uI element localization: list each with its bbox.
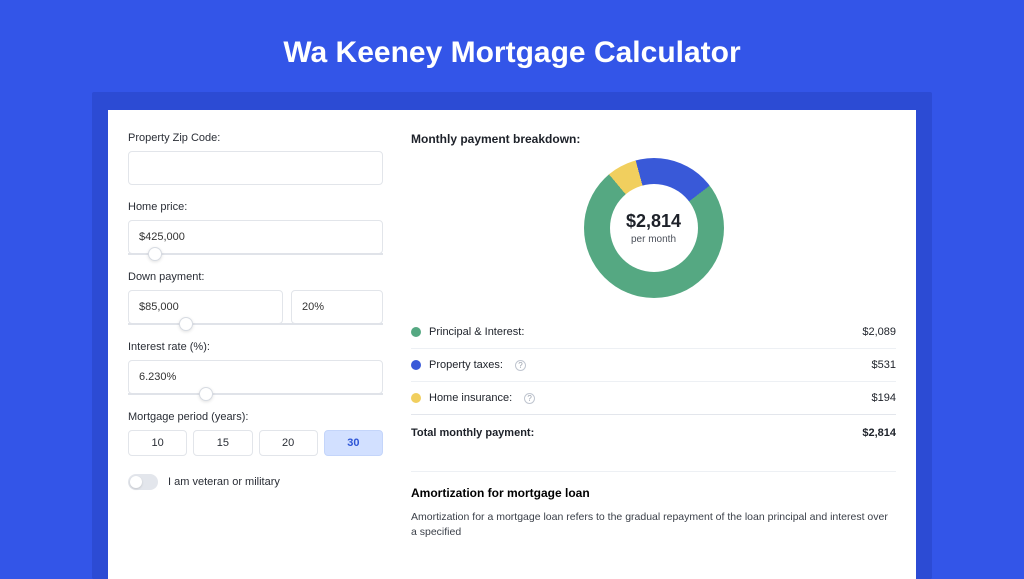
zip-field: Property Zip Code: [128, 132, 383, 185]
amortization-title: Amortization for mortgage loan [411, 471, 896, 500]
legend-dot [411, 360, 421, 370]
veteran-row: I am veteran or military [128, 474, 383, 490]
donut-amount: $2,814 [626, 211, 681, 232]
home-price-field: Home price: [128, 201, 383, 255]
home-price-input[interactable] [128, 220, 383, 254]
page-title: Wa Keeney Mortgage Calculator [0, 0, 1024, 92]
home-price-label: Home price: [128, 201, 383, 213]
legend-row-total: Total monthly payment: $2,814 [411, 414, 896, 449]
period-option-30[interactable]: 30 [324, 430, 383, 456]
breakdown-title: Monthly payment breakdown: [411, 132, 896, 146]
breakdown-column: Monthly payment breakdown: $2,814 per mo… [383, 132, 896, 539]
legend-dot [411, 327, 421, 337]
down-payment-slider-thumb[interactable] [179, 317, 193, 331]
donut-center: $2,814 per month [610, 184, 698, 272]
period-option-15[interactable]: 15 [193, 430, 252, 456]
zip-input[interactable] [128, 151, 383, 185]
down-payment-slider[interactable] [128, 323, 383, 325]
zip-label: Property Zip Code: [128, 132, 383, 144]
interest-rate-label: Interest rate (%): [128, 341, 383, 353]
legend-value: $2,089 [862, 326, 896, 338]
period-field: Mortgage period (years): 1015 2030 [128, 411, 383, 456]
legend-label: Home insurance: [429, 392, 512, 404]
legend-row: Property taxes:? $531 [411, 348, 896, 381]
amortization-text: Amortization for a mortgage loan refers … [411, 510, 896, 539]
down-payment-percent-input[interactable] [291, 290, 383, 324]
home-price-slider[interactable] [128, 253, 383, 255]
down-payment-field: Down payment: [128, 271, 383, 325]
info-icon[interactable]: ? [524, 393, 535, 404]
total-value: $2,814 [862, 427, 896, 439]
down-payment-amount-input[interactable] [128, 290, 283, 324]
legend-value: $194 [872, 392, 896, 404]
legend-row: Home insurance:? $194 [411, 381, 896, 414]
donut-sub: per month [631, 234, 676, 245]
interest-rate-input[interactable] [128, 360, 383, 394]
legend-label: Principal & Interest: [429, 326, 524, 338]
down-payment-label: Down payment: [128, 271, 383, 283]
calculator-panel: Property Zip Code: Home price: Down paym… [108, 110, 916, 579]
interest-rate-slider[interactable] [128, 393, 383, 395]
period-option-10[interactable]: 10 [128, 430, 187, 456]
legend-label: Property taxes: [429, 359, 503, 371]
veteran-toggle[interactable] [128, 474, 158, 490]
legend-row: Principal & Interest: $2,089 [411, 316, 896, 348]
home-price-slider-thumb[interactable] [148, 247, 162, 261]
total-label: Total monthly payment: [411, 427, 534, 439]
interest-rate-slider-thumb[interactable] [199, 387, 213, 401]
form-column: Property Zip Code: Home price: Down paym… [128, 132, 383, 539]
outer-frame: Property Zip Code: Home price: Down paym… [92, 92, 932, 579]
veteran-label: I am veteran or military [168, 476, 280, 488]
period-option-20[interactable]: 20 [259, 430, 318, 456]
legend-dot [411, 393, 421, 403]
interest-rate-field: Interest rate (%): [128, 341, 383, 395]
info-icon[interactable]: ? [515, 360, 526, 371]
legend-value: $531 [872, 359, 896, 371]
period-label: Mortgage period (years): [128, 411, 383, 423]
donut-chart: $2,814 per month [584, 158, 724, 298]
